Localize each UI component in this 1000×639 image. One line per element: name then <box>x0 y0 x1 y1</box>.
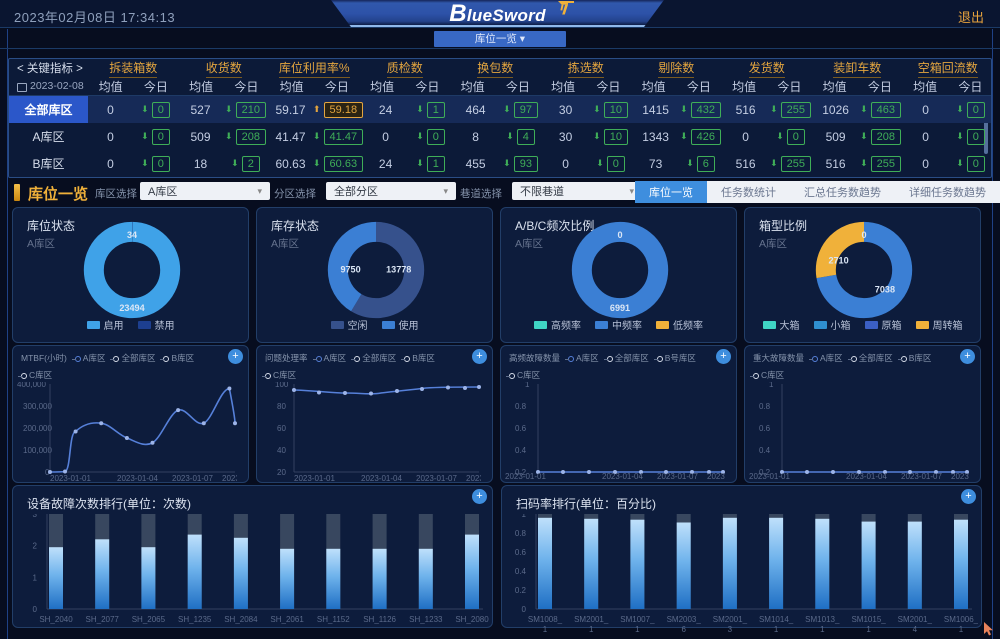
svg-text:SH_2084: SH_2084 <box>224 615 258 624</box>
svg-text:1: 1 <box>33 573 38 582</box>
svg-text:1: 1 <box>774 625 779 634</box>
svg-text:34: 34 <box>127 230 137 240</box>
svg-text:1: 1 <box>820 625 825 634</box>
svg-text:0: 0 <box>33 605 38 614</box>
svg-text:0.6: 0.6 <box>515 424 527 433</box>
svg-text:2023-01-01: 2023-01-01 <box>50 474 91 482</box>
svg-text:13778: 13778 <box>386 265 411 275</box>
svg-text:6991: 6991 <box>610 303 630 313</box>
svg-text:0: 0 <box>861 230 866 240</box>
svg-text:2023-01-07: 2023-01-07 <box>416 474 457 482</box>
svg-text:80: 80 <box>277 402 286 411</box>
svg-text:23494: 23494 <box>119 303 144 313</box>
svg-text:SH_2061: SH_2061 <box>270 615 304 624</box>
svg-text:3: 3 <box>728 625 733 634</box>
svg-text:1: 1 <box>522 514 527 519</box>
svg-text:2023-01-04: 2023-01-04 <box>846 472 887 481</box>
svg-text:100,000: 100,000 <box>23 446 52 455</box>
svg-text:SM1014_: SM1014_ <box>759 615 794 624</box>
svg-text:SM1007_: SM1007_ <box>620 615 655 624</box>
svg-text:1: 1 <box>959 625 964 634</box>
svg-text:2710: 2710 <box>828 256 848 266</box>
svg-text:1: 1 <box>866 625 871 634</box>
svg-text:3: 3 <box>33 514 38 519</box>
svg-text:SH_1235: SH_1235 <box>178 615 212 624</box>
svg-text:SH_1126: SH_1126 <box>363 615 396 624</box>
svg-text:40: 40 <box>277 446 286 455</box>
svg-text:SH_2065: SH_2065 <box>132 615 166 624</box>
svg-text:2023-01-04: 2023-01-04 <box>117 474 158 482</box>
svg-text:0.6: 0.6 <box>515 548 527 557</box>
svg-text:SM1013_: SM1013_ <box>805 615 840 624</box>
svg-text:SM1008_: SM1008_ <box>528 615 563 624</box>
svg-text:0.6: 0.6 <box>759 424 771 433</box>
svg-text:SH_2040: SH_2040 <box>39 615 73 624</box>
svg-text:2023-01-04: 2023-01-04 <box>602 472 643 481</box>
svg-text:SM2001_: SM2001_ <box>574 615 609 624</box>
svg-text:1: 1 <box>543 625 548 634</box>
svg-text:9750: 9750 <box>340 265 360 275</box>
svg-text:100: 100 <box>275 382 289 389</box>
svg-text:1: 1 <box>769 382 774 389</box>
svg-text:0.8: 0.8 <box>515 529 527 538</box>
svg-text:2023-01-04: 2023-01-04 <box>361 474 402 482</box>
svg-text:20: 20 <box>277 468 286 477</box>
svg-text:SM2003_: SM2003_ <box>667 615 702 624</box>
svg-text:SH_1233: SH_1233 <box>409 615 443 624</box>
svg-text:SH_2077: SH_2077 <box>86 615 120 624</box>
svg-text:SH_1152: SH_1152 <box>317 615 350 624</box>
svg-text:400,000: 400,000 <box>17 382 46 389</box>
svg-text:2: 2 <box>33 542 38 551</box>
svg-text:0.4: 0.4 <box>759 446 771 455</box>
svg-text:2023-01-07: 2023-01-07 <box>901 472 942 481</box>
svg-text:7038: 7038 <box>875 285 895 295</box>
svg-text:2023-01: 2023-01 <box>707 472 725 481</box>
svg-text:2023-01-07: 2023-01-07 <box>657 472 698 481</box>
svg-text:0: 0 <box>617 230 622 240</box>
svg-text:0.4: 0.4 <box>515 446 527 455</box>
svg-text:4: 4 <box>913 625 918 634</box>
svg-text:2023-01-01: 2023-01-01 <box>749 472 790 481</box>
svg-text:SM1006_: SM1006_ <box>944 615 978 624</box>
svg-text:2023-01-01: 2023-01-01 <box>505 472 546 481</box>
svg-text:SM1015_: SM1015_ <box>851 615 886 624</box>
svg-text:0.2: 0.2 <box>515 586 527 595</box>
svg-text:2023-01: 2023-01 <box>951 472 969 481</box>
svg-text:SH_2080: SH_2080 <box>455 615 489 624</box>
svg-text:2023-01-: 2023-01- <box>466 474 481 482</box>
svg-text:SM2001_: SM2001_ <box>898 615 933 624</box>
svg-text:0: 0 <box>522 605 527 614</box>
svg-text:60: 60 <box>277 424 286 433</box>
svg-text:1: 1 <box>525 382 530 389</box>
svg-text:0.4: 0.4 <box>515 567 527 576</box>
svg-text:0.8: 0.8 <box>515 402 527 411</box>
svg-text:1: 1 <box>635 625 640 634</box>
svg-text:2023-01-01: 2023-01-01 <box>294 474 335 482</box>
svg-text:1: 1 <box>589 625 594 634</box>
svg-text:SM2001_: SM2001_ <box>713 615 748 624</box>
svg-text:0.8: 0.8 <box>759 402 771 411</box>
svg-text:2023-01-: 2023-01- <box>222 474 237 482</box>
svg-text:200,000: 200,000 <box>23 424 52 433</box>
svg-text:6: 6 <box>681 625 686 634</box>
svg-text:300,000: 300,000 <box>23 402 52 411</box>
svg-text:2023-01-07: 2023-01-07 <box>172 474 213 482</box>
